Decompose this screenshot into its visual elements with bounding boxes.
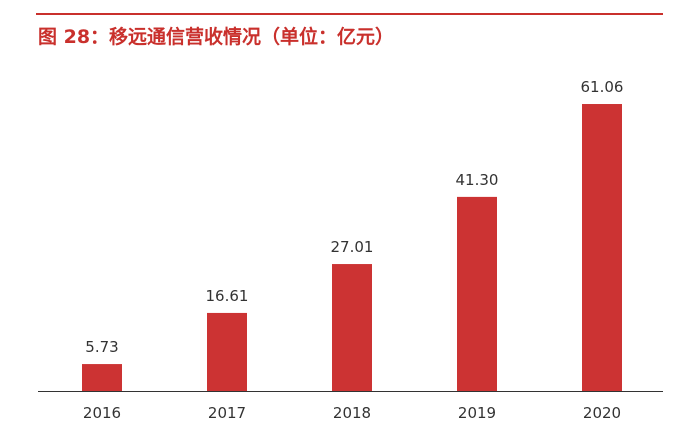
value-label-2017: 16.61 [206,287,249,305]
bar-2018 [332,264,372,391]
title-rule [36,13,663,15]
value-label-group: 5.73 16.61 27.01 41.30 61.06 [85,78,623,356]
bar-2016 [82,364,122,391]
bar-2019 [457,196,497,391]
x-tick-label-2016: 2016 [83,404,121,422]
value-label-2016: 5.73 [85,338,118,356]
value-label-2020: 61.06 [581,78,624,96]
bar-group [82,104,622,391]
value-label-2018: 27.01 [331,238,374,256]
x-tick-label-2017: 2017 [208,404,246,422]
figure-title: 图 28：移远通信营收情况（单位：亿元） [38,26,395,48]
x-tick-label-2019: 2019 [458,404,496,422]
bar-2020 [582,104,622,391]
x-tick-label-2018: 2018 [333,404,371,422]
x-tick-label-group: 2016 2017 2018 2019 2020 [83,404,621,422]
x-tick-label-2020: 2020 [583,404,621,422]
value-label-2019: 41.30 [456,171,499,189]
bar-2017 [207,312,247,391]
